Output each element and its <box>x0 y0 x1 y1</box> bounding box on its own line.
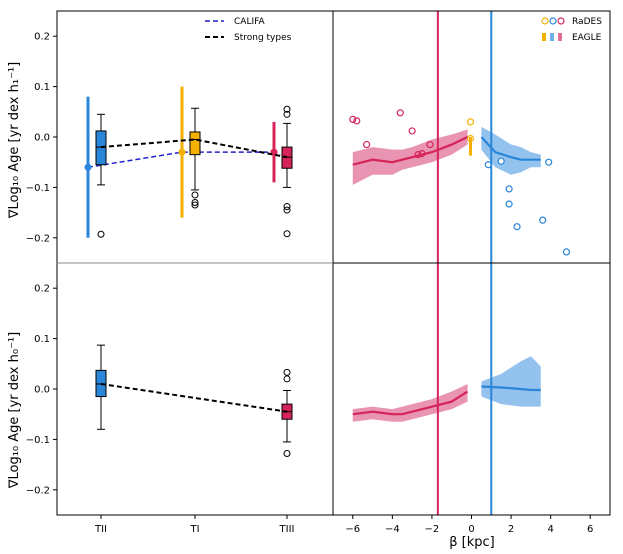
rades-orange-point <box>466 118 475 126</box>
flier-point <box>283 368 291 376</box>
flier-point <box>283 230 291 238</box>
flier-point <box>283 110 291 118</box>
box-TI <box>189 131 201 156</box>
box-TII <box>95 369 107 398</box>
flier-point <box>97 230 105 238</box>
legend-strong-label: Strong types <box>234 33 292 43</box>
califa-point <box>178 148 186 156</box>
legend-left: CALIFA Strong types <box>205 17 292 43</box>
panel-bottom-right <box>352 356 541 422</box>
y-tick-label-bottom: 0.1 <box>34 334 50 345</box>
rades-blue-point <box>513 223 521 231</box>
rades-orange-point <box>466 134 475 143</box>
legend-rades-pink <box>557 17 565 25</box>
eagle-pink-line <box>352 136 469 166</box>
x-tick-label-left: TIII <box>279 524 295 535</box>
rades-blue-point <box>497 157 505 165</box>
rades-blue-point <box>562 248 571 256</box>
x-axis-label-right: β [kpc] <box>449 535 495 550</box>
rades-blue-point <box>505 185 513 193</box>
strong-types-line <box>100 138 288 159</box>
rades-pink-point <box>349 115 357 123</box>
y-tick-label-bottom: −0.1 <box>26 435 50 446</box>
y-axis-label-bottom: ∇Log₁₀ Age [yr dex h₀⁻¹] <box>7 332 22 489</box>
flier-point <box>283 206 291 214</box>
legend-eagle-label: EAGLE <box>572 33 602 43</box>
rades-pink-point <box>408 127 416 135</box>
x-tick-label-right: 0 <box>468 524 474 535</box>
y-tick-label-bottom: 0.2 <box>34 284 50 295</box>
panel-bottom-left <box>95 344 293 458</box>
panel-top-left <box>84 86 293 238</box>
flier-point <box>283 105 291 113</box>
rades-pink-point <box>414 151 422 159</box>
flier-point <box>283 450 291 458</box>
strong-types-line <box>100 382 288 413</box>
legend-rades-label: RaDES <box>572 17 602 27</box>
rades-blue-point <box>545 158 553 166</box>
y-tick-label-top: −0.1 <box>26 183 50 194</box>
x-tick-label-right: 6 <box>587 524 593 535</box>
rades-pink-point <box>426 140 434 149</box>
box-TII <box>95 130 107 166</box>
eagle-blue-line <box>480 136 541 161</box>
rades-pink-point <box>353 117 361 125</box>
x-tick-label-right: −2 <box>425 524 440 535</box>
legend-eagle-blue <box>550 33 554 41</box>
y-tick-label-top: 0.1 <box>34 82 50 93</box>
x-tick-label-right: 2 <box>508 524 514 535</box>
rades-pink-point <box>396 109 404 117</box>
x-tick-label-right: −4 <box>385 524 400 535</box>
legend-eagle-orange <box>542 33 546 41</box>
y-tick-label-bottom: 0.0 <box>34 385 50 396</box>
califa-line <box>87 151 274 168</box>
x-tick-label-right: 4 <box>547 524 553 535</box>
y-tick-label-bottom: −0.2 <box>26 485 50 496</box>
x-tick-label-left: TII <box>94 524 107 535</box>
flier-point <box>283 375 291 383</box>
x-tick-label-left: TI <box>189 524 199 535</box>
axes-layer: 0.2 0.1 0.0 −0.1 −0.2 0.2 0.1 0.0 −0.1 −0.2 TII TI T… <box>26 10 611 535</box>
legend-eagle-pink <box>558 33 562 41</box>
flier-point <box>283 203 291 211</box>
legend-rades-orange <box>541 17 549 25</box>
rades-pink-point <box>418 150 426 158</box>
y-tick-label-top: −0.2 <box>26 233 50 244</box>
y-tick-label-top: 0.0 <box>34 133 50 144</box>
flier-point <box>191 201 199 209</box>
eagle-blue-line <box>481 385 541 392</box>
califa-point <box>84 163 92 171</box>
flier-point <box>191 191 199 199</box>
eagle-blue-band <box>481 356 541 407</box>
legend-califa-label: CALIFA <box>234 17 265 27</box>
x-tick-label-right: −6 <box>345 524 360 535</box>
flier-point <box>191 199 199 207</box>
legend-rades-blue <box>549 17 557 25</box>
rades-blue-point <box>539 216 547 224</box>
y-axis-label-top: ∇Log₁₀ Age [yr dex h₁⁻¹] <box>7 62 22 219</box>
panel-top-right <box>349 109 571 256</box>
eagle-pink-line <box>352 390 469 416</box>
box-TIII <box>281 146 293 169</box>
rades-pink-point <box>363 140 371 149</box>
y-tick-label-top: 0.2 <box>34 32 50 43</box>
eagle-blue-band <box>481 126 541 175</box>
rades-blue-point <box>505 200 513 208</box>
legend-right: RaDES EAGLE <box>541 17 602 43</box>
